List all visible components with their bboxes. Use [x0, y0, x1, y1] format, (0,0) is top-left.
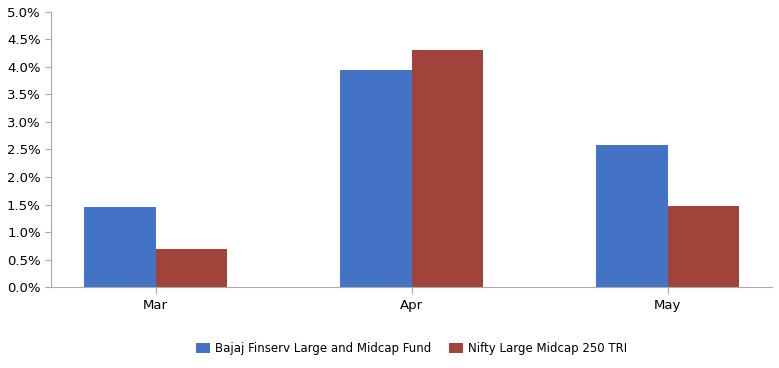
Legend: Bajaj Finserv Large and Midcap Fund, Nifty Large Midcap 250 TRI: Bajaj Finserv Large and Midcap Fund, Nif… — [192, 337, 632, 360]
Bar — [156, 249, 227, 287]
Bar — [84, 207, 156, 287]
Bar — [411, 50, 483, 287]
Bar — [596, 145, 668, 287]
Bar — [340, 70, 411, 287]
Bar — [668, 206, 739, 287]
